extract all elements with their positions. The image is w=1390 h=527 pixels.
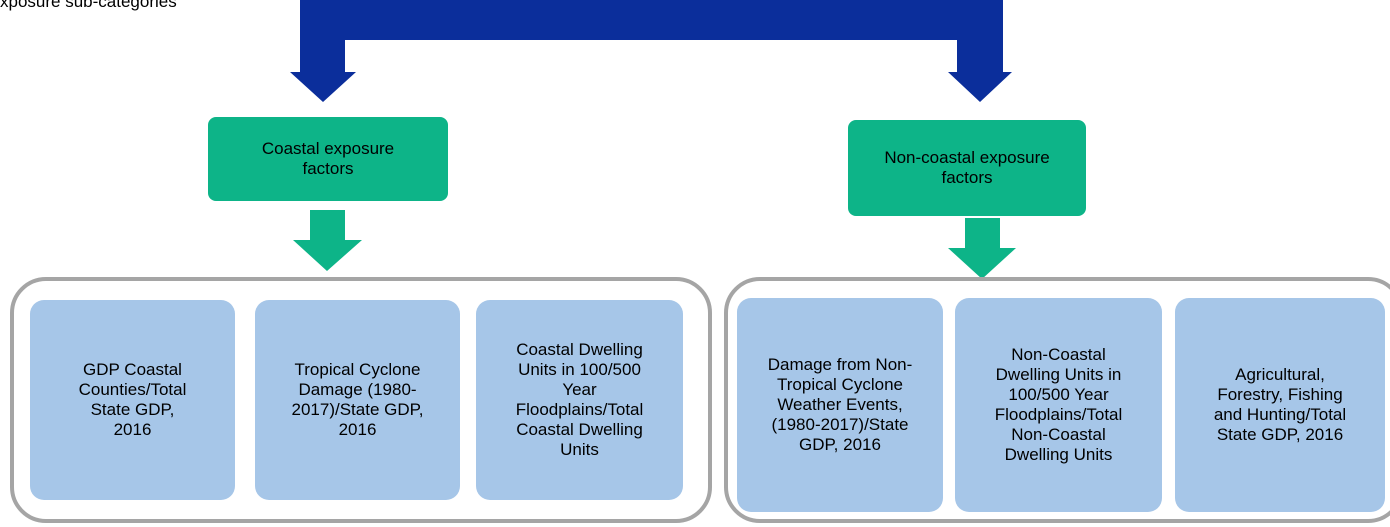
text-line: Forestry, Fishing <box>1217 385 1343 404</box>
text-line: GDP Coastal <box>83 360 182 379</box>
text-line: Dwelling Units <box>1004 445 1113 464</box>
factor-box: Damage from Non- Tropical Cyclone Weather … <box>737 298 943 512</box>
text-line: factors <box>302 159 354 178</box>
category-box: Coastal exposure factors <box>208 117 448 201</box>
text-line: Damage from Non- <box>767 355 913 374</box>
bracket-arrow <box>290 0 1012 102</box>
group-frame <box>724 277 1390 523</box>
text-line: Floodplains/Total <box>515 400 644 419</box>
text-line: Coastal Dwelling <box>516 420 643 439</box>
text-line: Units in 100/500 <box>518 360 641 379</box>
text-line: State GDP, <box>90 400 175 419</box>
text-line: factors <box>941 168 993 187</box>
factor-box: Tropical Cyclone Damage (1980- 2017)/State… <box>255 300 460 500</box>
factor-box: Agricultural, Forestry, Fishing and Huntin… <box>1175 298 1385 512</box>
text-line: and Hunting/Total <box>1213 405 1347 424</box>
green-arrow <box>293 210 362 271</box>
text-line: (1980-2017)/State <box>771 415 909 434</box>
group-frame <box>10 277 712 523</box>
title: xposure sub-categories <box>0 0 177 11</box>
text-line: Coastal Dwelling <box>516 340 643 359</box>
text-line: 2017)/State GDP, <box>291 400 424 419</box>
text-line: Floodplains/Total <box>994 405 1123 424</box>
text-line: Dwelling Units in <box>995 365 1122 384</box>
factor-box: Non-Coastal Dwelling Units in 100/500 Year… <box>955 298 1162 512</box>
text-line: Year <box>562 380 597 399</box>
text-line: 2016 <box>338 420 377 439</box>
text-line: Non-coastal exposure <box>884 148 1050 167</box>
text-line: Damage (1980- <box>298 380 417 399</box>
green-arrow <box>948 218 1016 279</box>
text-line: GDP, 2016 <box>799 435 881 454</box>
text-line: Weather Events, <box>777 395 903 414</box>
category-box: Non-coastal exposure factors <box>848 120 1086 216</box>
text-line: 100/500 Year <box>1008 385 1109 404</box>
text-line: State GDP, 2016 <box>1216 425 1344 444</box>
text-line: Agricultural, <box>1235 365 1325 384</box>
text-line: Non-Coastal <box>1011 345 1106 364</box>
factor-box: GDP Coastal Counties/Total State GDP, 2016 <box>30 300 235 500</box>
factor-box: Coastal Dwelling Units in 100/500 Year Floo… <box>476 300 683 500</box>
text-line: Units <box>560 440 599 459</box>
text-line: Non-Coastal <box>1011 425 1106 444</box>
text-line: Counties/Total <box>78 380 187 399</box>
text-line: Coastal exposure <box>261 139 395 158</box>
text-line: Tropical Cyclone <box>294 360 421 379</box>
text-line: Tropical Cyclone <box>777 375 903 394</box>
text-line: 2016 <box>113 420 152 439</box>
